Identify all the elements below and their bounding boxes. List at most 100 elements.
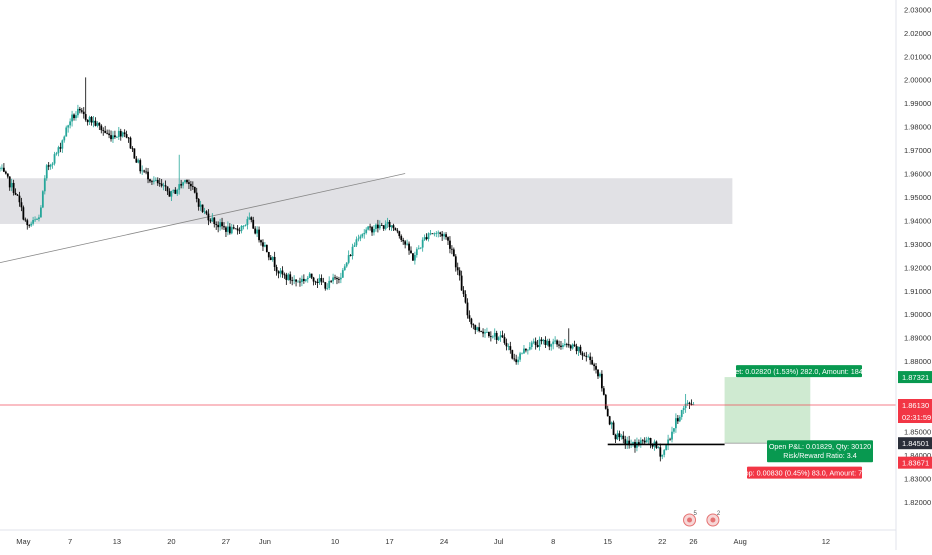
candle-body	[425, 237, 428, 240]
candle-body	[301, 278, 303, 283]
stop-price-tag	[898, 456, 932, 469]
candle-body	[602, 388, 605, 395]
price-tick-label: 2.02000	[904, 29, 931, 38]
time-tick-label: 15	[604, 537, 612, 546]
candle-body	[252, 219, 255, 229]
candle-body	[43, 178, 46, 192]
candle-body	[443, 234, 446, 237]
candle-body	[47, 165, 50, 167]
candle-body	[562, 345, 564, 347]
candle-body	[486, 331, 488, 333]
candle-body	[291, 280, 294, 282]
candle-body	[682, 408, 685, 411]
countdown-tag	[898, 411, 932, 424]
candle-body	[351, 246, 354, 257]
candle-body	[151, 181, 153, 183]
candle-body	[521, 353, 523, 355]
candle-body	[585, 355, 588, 357]
candle-body	[622, 435, 625, 440]
candle-body	[256, 229, 259, 234]
candle-body	[628, 440, 631, 446]
candle-body	[338, 279, 340, 280]
candle-body	[569, 345, 572, 349]
candle-body	[597, 369, 599, 377]
candle-body	[491, 336, 494, 338]
candle-body	[643, 440, 646, 443]
candle-body	[345, 262, 348, 267]
candle-body	[180, 184, 183, 186]
trendline[interactable]	[0, 173, 406, 264]
candle-body	[412, 253, 414, 261]
candle-body	[447, 237, 449, 241]
price-tick-label: 2.01000	[904, 52, 931, 61]
candle-body	[96, 122, 99, 126]
candle-body	[269, 257, 272, 260]
candle-body	[384, 223, 387, 229]
candle-body	[523, 348, 525, 354]
candle-body	[667, 439, 670, 446]
candle-body	[371, 227, 373, 233]
candle-body	[413, 255, 416, 261]
candle-body	[367, 226, 370, 230]
candle-body	[581, 352, 584, 356]
candle-body	[112, 135, 114, 140]
candle-body	[503, 337, 506, 343]
candle-body	[199, 204, 202, 207]
candle-body	[349, 255, 352, 257]
candle-body	[632, 442, 634, 445]
price-axis[interactable]: 2.03000 2.02000 2.01000 2.00000 1.99000 1.980…	[895, 0, 932, 550]
candle-body	[671, 431, 673, 440]
candle-body	[318, 277, 321, 283]
candle-body	[324, 282, 327, 289]
price-tick-label: 1.89000	[904, 334, 931, 343]
risk-reward-text: Risk/Reward Ratio: 3.4	[783, 451, 857, 460]
candle-body	[209, 220, 212, 222]
target-info-text: Target: 0.02820 (1.53%) 282.0, Amount: 1…	[721, 367, 876, 376]
candle-body	[437, 232, 440, 234]
candle-body	[495, 332, 498, 340]
candle-body	[188, 182, 190, 184]
candle-body	[119, 130, 122, 137]
candle-body	[191, 186, 194, 187]
candle-body	[174, 189, 177, 194]
time-tick-label: Aug	[733, 537, 746, 546]
candle-body	[273, 256, 276, 268]
candle-body	[388, 221, 391, 228]
candle-body	[454, 256, 457, 268]
candle-body	[67, 125, 70, 128]
candle-body	[546, 340, 549, 345]
candle-body	[308, 273, 311, 278]
candle-body	[363, 232, 366, 235]
time-tick-label: 27	[222, 537, 230, 546]
candle-body	[624, 439, 627, 445]
position-tool-group[interactable]	[724, 377, 811, 444]
candle-body	[71, 114, 73, 122]
candle-body	[587, 356, 590, 358]
candle-body	[560, 345, 562, 347]
candle-body	[328, 280, 331, 289]
candle-body	[225, 227, 227, 232]
position-labels-group: Target: 0.02820 (1.53%) 282.0, Amount: 1…	[721, 365, 877, 479]
candle-body	[637, 442, 640, 445]
candle-body	[149, 179, 151, 182]
candle-body	[8, 176, 11, 188]
candle-body	[61, 140, 64, 149]
candle-body	[139, 160, 142, 172]
time-axis[interactable]: May 7 13 20 27 Jun 10 17 24 Jul 8 15 22 26 Aug 12	[0, 529, 896, 546]
candle-body	[215, 224, 218, 225]
resistance-zone[interactable]	[0, 178, 733, 224]
profit-zone[interactable]	[724, 377, 811, 444]
candle-body	[94, 120, 97, 126]
candle-body	[688, 402, 691, 404]
candle-body	[63, 136, 66, 141]
candle-body	[176, 189, 179, 194]
candle-body	[480, 331, 483, 332]
candle-body	[544, 339, 547, 345]
candle-body	[156, 179, 159, 184]
time-tick-label: May	[16, 537, 30, 546]
candle-body	[571, 344, 574, 349]
candle-body	[55, 153, 58, 155]
candle-body	[141, 170, 144, 172]
